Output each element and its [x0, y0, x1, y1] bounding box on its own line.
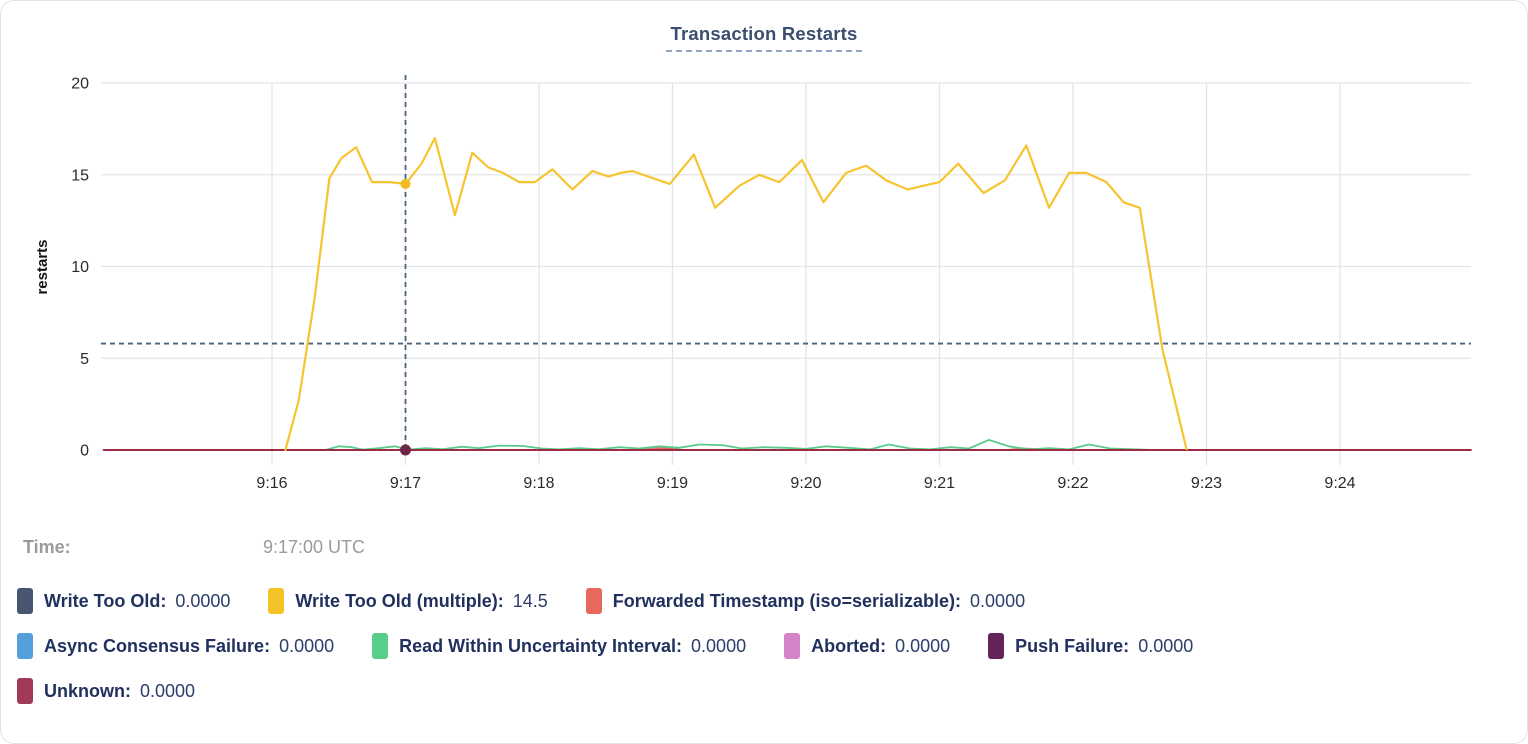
legend-row: Unknown: 0.0000: [17, 677, 1517, 705]
chart-title: Transaction Restarts: [666, 23, 862, 52]
legend-label: Push Failure:: [1015, 635, 1130, 656]
legend-label: Write Too Old (multiple):: [295, 590, 504, 611]
legend-value: 0.0000: [895, 635, 951, 656]
legend: Write Too Old: 0.0000 Write Too Old (multi…: [17, 587, 1517, 722]
legend-row: Async Consensus Failure: 0.0000 Read Withi…: [17, 632, 1517, 660]
x-tick-label: 9:19: [657, 475, 688, 492]
hover-marker-write-too-old-multiple: [400, 178, 411, 189]
legend-row: Write Too Old: 0.0000 Write Too Old (multi…: [17, 587, 1517, 615]
legend-color-swatch: [585, 588, 602, 614]
tooltip-time-label: Time:: [23, 537, 71, 557]
legend-value: 0.0000: [691, 635, 747, 656]
x-tick-label: 9:22: [1057, 475, 1088, 492]
x-tick-label: 9:23: [1191, 475, 1222, 492]
legend-item-unknown: Unknown: 0.0000: [17, 678, 195, 704]
legend-label: Async Consensus Failure:: [44, 635, 271, 656]
x-tick-label: 9:21: [924, 475, 955, 492]
legend-label: Forwarded Timestamp (iso=serializable):: [612, 590, 962, 611]
legend-color-swatch: [988, 633, 1005, 659]
legend-item-push-failure: Push Failure: 0.0000: [988, 633, 1193, 659]
legend-item-read-within-uncertainty-interval: Read Within Uncertainty Interval: 0.0000: [372, 633, 746, 659]
chart-title-wrap: Transaction Restarts: [1, 23, 1527, 52]
legend-color-swatch: [372, 633, 389, 659]
legend-color-swatch: [784, 633, 801, 659]
x-tick-label: 9:18: [523, 475, 554, 492]
y-tick-label: 5: [80, 351, 89, 368]
x-tick-label: 9:16: [256, 475, 287, 492]
legend-color-swatch: [17, 678, 33, 704]
legend-item-forwarded-timestamp-iso-serializable: Forwarded Timestamp (iso=serializable): 0…: [585, 588, 1026, 614]
y-tick-label: 15: [71, 167, 89, 184]
legend-label: Write Too Old:: [44, 590, 167, 611]
legend-label: Unknown:: [44, 680, 131, 701]
legend-color-swatch: [268, 588, 285, 614]
legend-color-swatch: [17, 633, 33, 659]
legend-value: 14.5: [512, 590, 548, 611]
tooltip-time-value: 9:17:00 UTC: [263, 537, 366, 557]
legend-label: Aborted:: [811, 635, 887, 656]
legend-label: Read Within Uncertainty Interval:: [399, 635, 683, 656]
legend-value: 0.0000: [1138, 635, 1194, 656]
series-line-write-too-old-multiple: [284, 136, 1188, 452]
legend-color-swatch: [17, 588, 33, 614]
legend-value: 0.0000: [175, 590, 231, 611]
hover-marker-unknown: [400, 444, 411, 456]
series-line-read-within-uncertainty-interval: [324, 438, 1154, 451]
x-tick-label: 9:20: [790, 475, 821, 492]
legend-value: 0.0000: [140, 680, 196, 701]
y-tick-label: 20: [71, 76, 89, 93]
y-tick-label: 10: [71, 259, 89, 276]
legend-item-async-consensus-failure: Async Consensus Failure: 0.0000: [17, 633, 334, 659]
x-tick-label: 9:24: [1324, 475, 1355, 492]
tooltip-time-row: Time: 9:17:00 UTC: [1, 537, 1527, 563]
legend-value: 0.0000: [279, 635, 335, 656]
chart-svg[interactable]: 0 5 10 15 20 9:16 9:17 9:18 9:19 9:20 9:21 9:22 9:23…: [1, 1, 1528, 521]
legend-item-write-too-old-multiple: Write Too Old (multiple): 14.5: [268, 588, 548, 614]
y-axis-title: restarts: [34, 239, 51, 294]
legend-item-write-too-old: Write Too Old: 0.0000: [17, 588, 230, 614]
y-tick-label: 0: [80, 443, 89, 460]
legend-value: 0.0000: [970, 590, 1026, 611]
x-tick-label: 9:17: [390, 475, 421, 492]
legend-item-aborted: Aborted: 0.0000: [784, 633, 950, 659]
